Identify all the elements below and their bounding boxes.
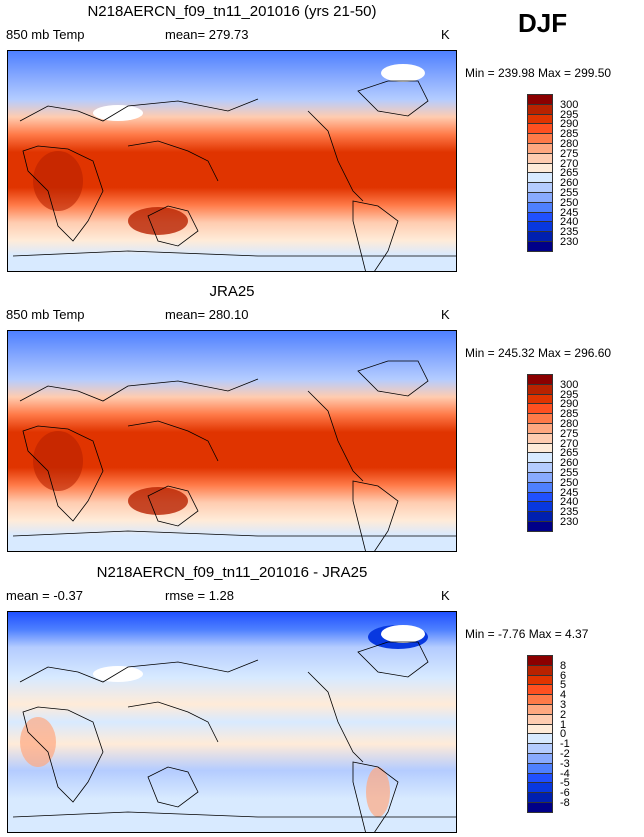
colorbar-tick-label: 265 bbox=[560, 447, 579, 460]
panel-units: K bbox=[441, 307, 450, 322]
colorbar-tick-label: 230 bbox=[560, 236, 579, 248]
panel-left-label: 850 mb Temp bbox=[6, 27, 85, 42]
colorbar-tick-label: -6 bbox=[560, 787, 570, 800]
panel-left-label: 850 mb Temp bbox=[6, 307, 85, 322]
panel-title: JRA25 bbox=[209, 283, 255, 300]
colorbar-tick-label: 250 bbox=[560, 196, 579, 209]
colorbar-tick-label: 5 bbox=[560, 679, 567, 692]
coastlines bbox=[12, 360, 458, 562]
map-plot bbox=[7, 611, 458, 837]
colorbar-tick-label: 8 bbox=[560, 659, 567, 672]
min-max-label: Min = 239.98 Max = 299.50 bbox=[465, 66, 612, 80]
min-max-label: Min = 245.32 Max = 296.60 bbox=[465, 346, 612, 360]
colorbar-tick-label: -2 bbox=[560, 748, 570, 760]
colorbar-tick-label: 2 bbox=[560, 708, 567, 721]
colorbar-tick-label: -4 bbox=[560, 767, 570, 780]
colorbar-tick-label: 240 bbox=[560, 216, 579, 229]
colorbar-tick-label: 1 bbox=[560, 718, 567, 731]
colorbar-tick-label: 300 bbox=[560, 378, 579, 391]
colorbar-tick-label: -8 bbox=[560, 797, 570, 809]
colorbar-tick-label: 235 bbox=[560, 226, 579, 239]
panel-center-label: mean= 280.10 bbox=[165, 307, 249, 322]
panel-center-label: rmse = 1.28 bbox=[165, 588, 235, 603]
colorbar-tick-label: 260 bbox=[560, 177, 579, 190]
colorbar-tick-label: 6 bbox=[560, 669, 567, 682]
panel-units: K bbox=[441, 27, 450, 42]
panel-center-label: mean= 279.73 bbox=[165, 27, 249, 42]
map-plot bbox=[7, 330, 458, 562]
colorbar bbox=[527, 374, 553, 532]
map-plot bbox=[7, 50, 458, 282]
colorbar-tick-label: 280 bbox=[560, 138, 579, 150]
temperature-field bbox=[8, 51, 456, 271]
coastlines bbox=[12, 641, 458, 837]
colorbar-tick-label: 260 bbox=[560, 457, 579, 470]
colorbar-tick-label: -3 bbox=[560, 757, 570, 770]
colorbar-tick-label: 270 bbox=[560, 437, 579, 450]
colorbar-tick-label: 245 bbox=[560, 206, 579, 219]
colorbar-tick-label: 295 bbox=[560, 388, 579, 401]
panel-units: K bbox=[441, 588, 450, 603]
colorbar bbox=[527, 94, 553, 252]
min-max-label: Min = -7.76 Max = 4.37 bbox=[465, 627, 589, 641]
colorbar-swatch bbox=[527, 520, 553, 532]
colorbar-tick-label: 230 bbox=[560, 516, 579, 528]
panel-title: N218AERCN_f09_tn11_201016 - JRA25 bbox=[96, 564, 368, 581]
colorbar-tick-label: 4 bbox=[560, 689, 567, 702]
colorbar-tick-label: 3 bbox=[560, 699, 567, 711]
colorbar-tick-label: 0 bbox=[560, 728, 567, 741]
colorbar-tick-label: 255 bbox=[560, 467, 579, 479]
colorbar-tick-label: 275 bbox=[560, 427, 579, 440]
temperature-field bbox=[8, 331, 456, 551]
colorbar-tick-label: 290 bbox=[560, 118, 579, 131]
season-label: DJF bbox=[518, 8, 568, 38]
colorbar-tick-label: 295 bbox=[560, 108, 579, 121]
colorbar-tick-label: 270 bbox=[560, 157, 579, 170]
colorbar-tick-label: 255 bbox=[560, 187, 579, 199]
colorbar-swatch bbox=[527, 801, 553, 813]
colorbar-tick-label: 245 bbox=[560, 486, 579, 499]
colorbar-tick-label: -5 bbox=[560, 777, 570, 790]
colorbar-tick-label: 275 bbox=[560, 147, 579, 160]
colorbar bbox=[527, 655, 553, 813]
colorbar-tick-label: 235 bbox=[560, 506, 579, 519]
colorbar-tick-label: 250 bbox=[560, 476, 579, 489]
colorbar-tick-label: 280 bbox=[560, 418, 579, 430]
colorbar-tick-label: 290 bbox=[560, 398, 579, 411]
colorbar-swatch bbox=[527, 240, 553, 252]
colorbar-tick-label: 240 bbox=[560, 496, 579, 509]
colorbar-tick-label: 285 bbox=[560, 408, 579, 421]
colorbar-tick-label: -1 bbox=[560, 738, 570, 751]
panel-left-label: mean = -0.37 bbox=[6, 588, 83, 603]
colorbar-tick-label: 265 bbox=[560, 167, 579, 180]
colorbar-tick-label: 300 bbox=[560, 98, 579, 111]
coastlines bbox=[12, 80, 458, 282]
colorbar-tick-label: 285 bbox=[560, 128, 579, 141]
panel-title: N218AERCN_f09_tn11_201016 (yrs 21-50) bbox=[87, 3, 377, 20]
